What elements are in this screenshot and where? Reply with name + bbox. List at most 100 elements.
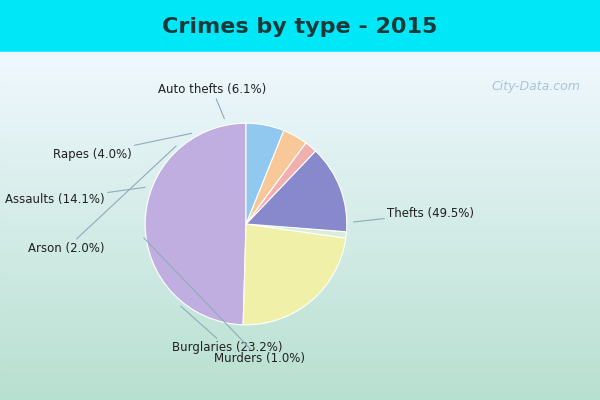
Bar	[0, 277, 600, 278]
Bar	[0, 376, 600, 377]
Bar	[0, 112, 600, 113]
Bar	[0, 128, 600, 129]
Bar	[0, 97, 600, 98]
Bar	[0, 377, 600, 378]
Bar	[0, 136, 600, 137]
Bar	[0, 187, 600, 188]
Bar	[0, 186, 600, 187]
Bar	[0, 92, 600, 93]
Bar	[0, 109, 600, 110]
Bar	[0, 124, 600, 125]
Bar	[0, 77, 600, 78]
Bar	[0, 324, 600, 325]
Bar	[0, 171, 600, 172]
Bar	[0, 338, 600, 339]
Bar	[0, 99, 600, 100]
Bar	[0, 165, 600, 166]
Bar	[0, 185, 600, 186]
Bar	[0, 130, 600, 131]
Bar	[0, 361, 600, 362]
Bar	[0, 115, 600, 116]
Bar	[0, 334, 600, 335]
Wedge shape	[243, 224, 346, 325]
Bar	[0, 263, 600, 264]
Bar	[0, 314, 600, 315]
Bar	[0, 238, 600, 239]
Bar	[0, 280, 600, 281]
Bar	[0, 299, 600, 300]
Bar	[0, 114, 600, 115]
Bar	[0, 84, 600, 85]
Bar	[0, 113, 600, 114]
Bar	[0, 350, 600, 351]
Bar	[0, 121, 600, 122]
Bar	[0, 193, 600, 194]
Bar	[0, 176, 600, 177]
Bar	[0, 123, 600, 124]
Bar	[0, 303, 600, 304]
Bar	[0, 300, 600, 301]
Bar	[0, 64, 600, 65]
Text: Crimes by type - 2015: Crimes by type - 2015	[163, 17, 437, 37]
Bar	[0, 163, 600, 164]
Bar	[0, 0, 600, 52]
Bar	[0, 204, 600, 205]
Bar	[0, 160, 600, 161]
Bar	[0, 196, 600, 197]
Bar	[0, 267, 600, 268]
Bar	[0, 205, 600, 206]
Bar	[0, 307, 600, 308]
Bar	[0, 328, 600, 329]
Bar	[0, 140, 600, 141]
Bar	[0, 384, 600, 385]
Bar	[0, 237, 600, 238]
Bar	[0, 172, 600, 173]
Bar	[0, 313, 600, 314]
Bar	[0, 292, 600, 293]
Bar	[0, 319, 600, 320]
Bar	[0, 146, 600, 147]
Bar	[0, 371, 600, 372]
Bar	[0, 68, 600, 69]
Bar	[0, 214, 600, 215]
Bar	[0, 383, 600, 384]
Bar	[0, 275, 600, 276]
Bar	[0, 241, 600, 242]
Bar	[0, 342, 600, 343]
Bar	[0, 373, 600, 374]
Bar	[0, 116, 600, 117]
Bar	[0, 221, 600, 222]
Bar	[0, 55, 600, 56]
Bar	[0, 224, 600, 225]
Bar	[0, 398, 600, 399]
Bar	[0, 310, 600, 311]
Bar	[0, 250, 600, 251]
Text: Assaults (14.1%): Assaults (14.1%)	[5, 187, 145, 206]
Bar	[0, 290, 600, 291]
Bar	[0, 333, 600, 334]
Bar	[0, 156, 600, 157]
Bar	[0, 229, 600, 230]
Bar	[0, 268, 600, 269]
Bar	[0, 285, 600, 286]
Bar	[0, 368, 600, 369]
Bar	[0, 110, 600, 111]
Bar	[0, 79, 600, 80]
Bar	[0, 331, 600, 332]
Bar	[0, 191, 600, 192]
Bar	[0, 167, 600, 168]
Bar	[0, 270, 600, 271]
Bar	[0, 281, 600, 282]
Bar	[0, 265, 600, 266]
Bar	[0, 353, 600, 354]
Bar	[0, 220, 600, 221]
Bar	[0, 218, 600, 219]
Bar	[0, 178, 600, 179]
Bar	[0, 295, 600, 296]
Bar	[0, 208, 600, 209]
Bar	[0, 365, 600, 366]
Bar	[0, 173, 600, 174]
Bar	[0, 100, 600, 101]
Bar	[0, 59, 600, 60]
Bar	[0, 133, 600, 134]
